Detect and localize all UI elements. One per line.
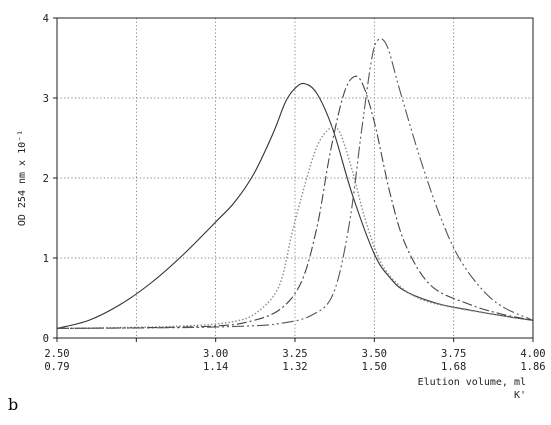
k-tick-label-3: 1.32 [282, 361, 307, 373]
k-tick-label-5: 1.68 [441, 361, 466, 373]
series-line-4 [56, 38, 534, 329]
grid-lines [57, 18, 533, 338]
k-tick-label-6: 1.86 [520, 361, 545, 373]
k-tick-label-4: 1.50 [362, 361, 387, 373]
x-tick-label-5: 3.75 [441, 348, 466, 360]
series-group [56, 38, 534, 330]
x-tick-labels: 2.50 3.00 3.25 3.50 3.75 4.00 [44, 348, 545, 360]
y-tick-label-1: 1 [43, 253, 49, 265]
k-tick-labels: 0.79 1.14 1.32 1.50 1.68 1.86 [44, 361, 545, 373]
x-tick-label-6: 4.00 [520, 348, 545, 360]
y-tick-label-0: 0 [43, 333, 49, 345]
x-tick-label-4: 3.50 [362, 348, 387, 360]
series-line-3 [56, 75, 534, 329]
y-axis-title: OD 254 nm x 10⁻¹ [17, 130, 28, 226]
series-line-1 [56, 82, 534, 329]
x-tick-label-0: 2.50 [44, 348, 69, 360]
k-tick-label-2: 1.14 [203, 361, 228, 373]
x-tick-label-3: 3.25 [282, 348, 307, 360]
y-tick-labels: 0 1 2 3 4 [43, 13, 49, 345]
y-tick-label-2: 2 [43, 173, 49, 185]
tick-marks [53, 17, 534, 342]
y-tick-label-4: 4 [43, 13, 49, 25]
panel-label: b [8, 395, 18, 414]
y-tick-label-3: 3 [43, 93, 49, 105]
x-tick-label-2: 3.00 [203, 348, 228, 360]
x-axis-title: Elution volume, ml [418, 377, 526, 388]
k-tick-label-0: 0.79 [44, 361, 69, 373]
k-axis-title: K' [514, 390, 526, 401]
